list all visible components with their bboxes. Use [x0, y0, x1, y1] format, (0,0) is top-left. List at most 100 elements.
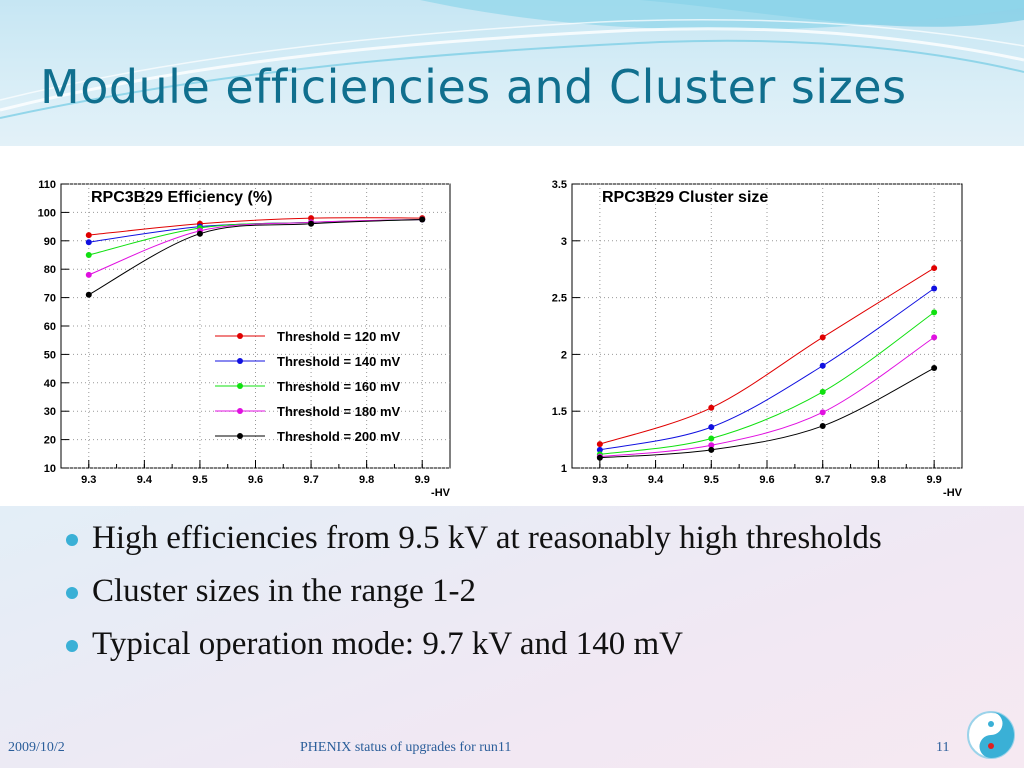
footer-page-number: 11 [936, 740, 950, 755]
series-line [88, 219, 423, 276]
data-point [708, 435, 715, 442]
y-tick-label: 20 [44, 435, 56, 447]
data-point [85, 239, 92, 246]
y-tick-label: 90 [44, 236, 56, 248]
data-point [596, 446, 603, 453]
chart-title: RPC3B29 Cluster size [602, 189, 768, 206]
data-point [931, 309, 938, 316]
data-point [596, 441, 603, 448]
footer-date: 2009/10/2 [8, 740, 65, 755]
y-tick-label: 70 [44, 293, 56, 305]
data-point [931, 285, 938, 292]
data-point [85, 252, 92, 258]
x-tick-label: 9.9 [926, 474, 941, 486]
x-tick-label: 9.9 [415, 474, 430, 486]
legend-swatch-marker [237, 333, 243, 339]
data-point [308, 215, 315, 222]
data-point [819, 362, 826, 369]
y-tick-label: 40 [44, 378, 56, 390]
y-tick-label: 3.5 [552, 179, 567, 191]
data-point [819, 334, 826, 341]
footer-title: PHENIX status of upgrades for run11 [300, 740, 512, 755]
data-point [708, 424, 715, 431]
bullet-text: Cluster sizes in the range 1-2 [92, 573, 476, 609]
data-point [308, 220, 315, 227]
bullet-item: Cluster sizes in the range 1-2 [60, 571, 960, 612]
legend-swatch-marker [237, 358, 243, 364]
bullet-item: High efficiencies from 9.5 kV at reasona… [60, 518, 960, 559]
y-tick-label: 2 [561, 349, 567, 361]
data-point [708, 442, 715, 449]
bullet-text: Typical operation mode: 9.7 kV and 140 m… [92, 626, 683, 662]
x-tick-label: 9.3 [592, 474, 607, 486]
legend-swatch-marker [237, 408, 243, 414]
x-tick-label: 9.7 [303, 474, 318, 486]
x-axis-label: -HV [431, 487, 451, 499]
y-tick-label: 3 [561, 236, 567, 248]
data-point [931, 365, 938, 372]
phenix-logo-icon [967, 711, 1015, 759]
x-tick-label: 9.4 [137, 474, 153, 486]
y-tick-label: 110 [38, 179, 56, 191]
data-point [708, 446, 715, 453]
data-point [196, 230, 203, 237]
data-point [419, 216, 426, 223]
x-tick-label: 9.5 [704, 474, 719, 486]
series-line [599, 311, 935, 455]
series-line [88, 219, 423, 296]
y-tick-label: 80 [44, 264, 56, 276]
x-tick-label: 9.3 [81, 474, 96, 486]
x-tick-label: 9.4 [648, 474, 664, 486]
legend-swatch-marker [237, 383, 243, 389]
data-point [596, 454, 603, 461]
y-tick-label: 1 [561, 463, 567, 475]
slide-title: Module efficiencies and Cluster sizes [40, 60, 907, 114]
data-point [85, 291, 92, 298]
legend-entry-label: Threshold = 120 mV [277, 329, 401, 344]
y-tick-label: 100 [38, 207, 56, 219]
y-tick-label: 10 [44, 463, 56, 475]
series-line [599, 288, 935, 451]
data-point [85, 232, 92, 239]
series-line [599, 336, 935, 458]
bullet-text: High efficiencies from 9.5 kV at reasona… [92, 520, 882, 556]
x-tick-label: 9.6 [248, 474, 263, 486]
x-tick-label: 9.5 [192, 474, 207, 486]
x-tick-label: 9.8 [871, 474, 886, 486]
chart-title: RPC3B29 Efficiency (%) [91, 189, 272, 206]
data-point [85, 271, 92, 278]
series-line [599, 267, 935, 445]
x-tick-label: 9.6 [759, 474, 774, 486]
legend-entry-label: Threshold = 200 mV [277, 429, 401, 444]
data-point [819, 422, 826, 429]
series-line [599, 367, 935, 459]
header-band: Module efficiencies and Cluster sizes [0, 0, 1024, 146]
y-tick-label: 30 [44, 406, 56, 418]
bullet-dot-icon [66, 587, 78, 599]
bullet-dot-icon [66, 640, 78, 652]
data-point [819, 409, 826, 416]
legend-swatch-marker [237, 433, 243, 439]
chart-area: 9.3 9.4 9.5 9.6 9.7 9.8 9.9 10 20 30 40 50 60 70 80 90 1… [0, 146, 1024, 506]
x-axis-label: -HV [943, 487, 963, 499]
cluster-size-chart: 9.3 9.4 9.5 9.6 9.7 9.8 9.9 1 1.5 2 2.5 3 3.5 -HV RPC3… [552, 179, 963, 499]
plot-frame [60, 183, 451, 469]
data-point [931, 265, 938, 272]
y-tick-label: 1.5 [552, 406, 567, 418]
data-point [819, 388, 826, 395]
efficiency-chart: 9.3 9.4 9.5 9.6 9.7 9.8 9.9 10 20 30 40 50 60 70 80 90 1… [38, 179, 451, 499]
y-tick-label: 60 [44, 321, 56, 333]
x-tick-label: 9.8 [359, 474, 374, 486]
series-line [88, 217, 423, 236]
header-swoosh [0, 0, 1024, 119]
y-tick-label: 2.5 [552, 293, 567, 305]
x-tick-label: 9.7 [815, 474, 830, 486]
bullet-dot-icon [66, 534, 78, 546]
y-tick-label: 50 [44, 349, 56, 361]
legend-entry-label: Threshold = 160 mV [277, 379, 401, 394]
bullet-list: High efficiencies from 9.5 kV at reasona… [60, 518, 960, 677]
data-point [931, 334, 938, 341]
legend-entry-label: Threshold = 140 mV [277, 354, 401, 369]
legend-entry-label: Threshold = 180 mV [277, 404, 401, 419]
bullet-item: Typical operation mode: 9.7 kV and 140 m… [60, 624, 960, 665]
